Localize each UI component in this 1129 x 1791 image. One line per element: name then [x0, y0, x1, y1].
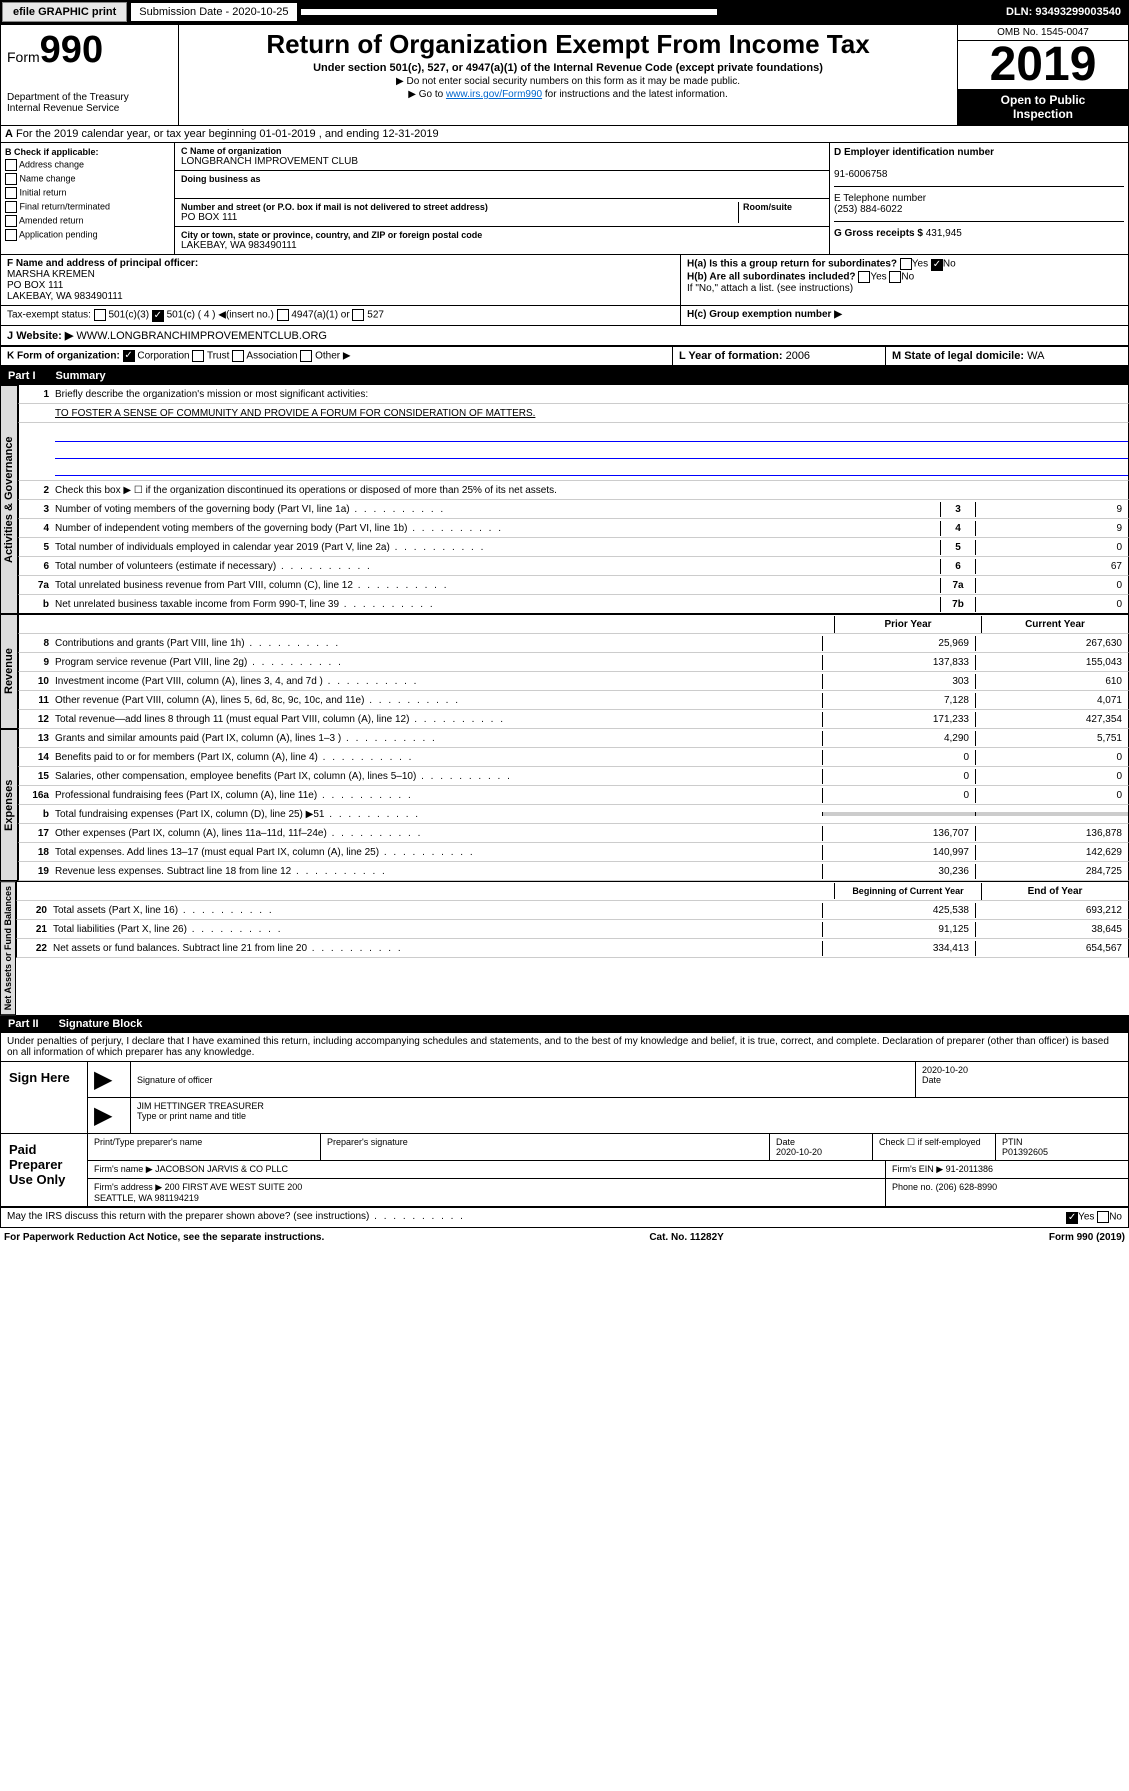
- year: 2019: [958, 41, 1128, 89]
- table-row: bTotal fundraising expenses (Part IX, co…: [18, 805, 1129, 824]
- officer-name: JIM HETTINGER TREASURER: [137, 1101, 264, 1111]
- part1-hdr: Part ISummary: [0, 367, 1129, 385]
- ein: 91-6006758: [834, 169, 887, 180]
- mission: TO FOSTER A SENSE OF COMMUNITY AND PROVI…: [55, 406, 1128, 421]
- table-row: 15Salaries, other compensation, employee…: [18, 767, 1129, 786]
- row-m: M State of legal domicile: WA: [886, 347, 1128, 366]
- blank: [301, 9, 717, 15]
- note1: ▶ Do not enter social security numbers o…: [183, 76, 953, 87]
- table-row: 11Other revenue (Part VIII, column (A), …: [18, 691, 1129, 710]
- note2: ▶ Go to www.irs.gov/Form990 for instruct…: [183, 89, 953, 100]
- part2-hdr: Part IISignature Block: [0, 1015, 1129, 1033]
- dept: Department of the Treasury Internal Reve…: [7, 92, 172, 114]
- paid-prep: Paid Preparer Use Only: [1, 1134, 88, 1206]
- form-header: Form990 Department of the Treasury Inter…: [0, 24, 1129, 126]
- row-l: L Year of formation: 2006: [673, 347, 886, 366]
- table-row: 10Investment income (Part VIII, column (…: [18, 672, 1129, 691]
- subtitle: Under section 501(c), 527, or 4947(a)(1)…: [183, 62, 953, 74]
- table-row: 17Other expenses (Part IX, column (A), l…: [18, 824, 1129, 843]
- table-row: 16aProfessional fundraising fees (Part I…: [18, 786, 1129, 805]
- sub-date: Submission Date - 2020-10-25: [131, 3, 296, 21]
- discuss-row: May the IRS discuss this return with the…: [0, 1208, 1129, 1228]
- title: Return of Organization Exempt From Incom…: [183, 29, 953, 60]
- row-a: A For the 2019 calendar year, or tax yea…: [0, 126, 1129, 143]
- phone: (253) 884-6022: [834, 204, 902, 215]
- website: WWW.LONGBRANCHIMPROVEMENTCLUB.ORG: [76, 330, 327, 342]
- gross: 431,945: [926, 228, 962, 239]
- col-b: B Check if applicable: Address change Na…: [1, 143, 175, 254]
- table-row: 9Program service revenue (Part VIII, lin…: [18, 653, 1129, 672]
- firm-ein: 91-2011386: [946, 1164, 993, 1174]
- firm-phone: (206) 628-8990: [936, 1182, 998, 1192]
- chk-name[interactable]: Name change: [5, 173, 170, 185]
- row-h: H(a) Is this a group return for subordin…: [681, 255, 1128, 305]
- table-row: 13Grants and similar amounts paid (Part …: [18, 729, 1129, 748]
- row-f: F Name and address of principal officer:…: [1, 255, 681, 305]
- row-j: J Website: ▶ WWW.LONGBRANCHIMPROVEMENTCL…: [1, 326, 1128, 345]
- table-row: 20Total assets (Part X, line 16)425,5386…: [16, 901, 1129, 920]
- footer: For Paperwork Reduction Act Notice, see …: [0, 1228, 1129, 1247]
- row-k: K Form of organization: ✓ Corporation Tr…: [1, 347, 673, 366]
- firm: JACOBSON JARVIS & CO PLLC: [155, 1164, 288, 1174]
- chk-final[interactable]: Final return/terminated: [5, 201, 170, 213]
- side-rev: Revenue: [0, 614, 18, 729]
- city: LAKEBAY, WA 983490111: [181, 240, 823, 251]
- chk-init[interactable]: Initial return: [5, 187, 170, 199]
- table-row: 14Benefits paid to or for members (Part …: [18, 748, 1129, 767]
- table-row: 19Revenue less expenses. Subtract line 1…: [18, 862, 1129, 881]
- addr: PO BOX 111: [181, 212, 738, 223]
- ptin: P01392605: [1002, 1147, 1048, 1157]
- dln: DLN: 93493299003540: [1006, 6, 1127, 18]
- row-hc: H(c) Group exemption number ▶: [681, 306, 1128, 325]
- table-row: 8Contributions and grants (Part VIII, li…: [18, 634, 1129, 653]
- side-exp: Expenses: [0, 729, 18, 881]
- table-row: 22Net assets or fund balances. Subtract …: [16, 939, 1129, 958]
- table-row: 18Total expenses. Add lines 13–17 (must …: [18, 843, 1129, 862]
- side-net: Net Assets or Fund Balances: [0, 881, 16, 1015]
- table-row: 21Total liabilities (Part X, line 26)91,…: [16, 920, 1129, 939]
- table-row: 12Total revenue—add lines 8 through 11 (…: [18, 710, 1129, 729]
- form-990: Form990: [7, 29, 172, 72]
- side-gov: Activities & Governance: [0, 385, 18, 614]
- chk-addr[interactable]: Address change: [5, 159, 170, 171]
- org-name: LONGBRANCH IMPROVEMENT CLUB: [181, 156, 823, 167]
- open-inspect: Open to PublicInspection: [958, 89, 1128, 125]
- block-bcdefg: B Check if applicable: Address change Na…: [0, 143, 1129, 255]
- efile-btn[interactable]: efile GRAPHIC print: [2, 2, 127, 22]
- irs-link[interactable]: www.irs.gov/Form990: [446, 89, 542, 100]
- perjury: Under penalties of perjury, I declare th…: [0, 1033, 1129, 1062]
- sign-here: Sign Here: [1, 1062, 88, 1133]
- chk-amend[interactable]: Amended return: [5, 215, 170, 227]
- chk-app[interactable]: Application pending: [5, 229, 170, 241]
- top-bar: efile GRAPHIC print Submission Date - 20…: [0, 0, 1129, 24]
- row-i: Tax-exempt status: 501(c)(3) ✓ 501(c) ( …: [1, 306, 681, 325]
